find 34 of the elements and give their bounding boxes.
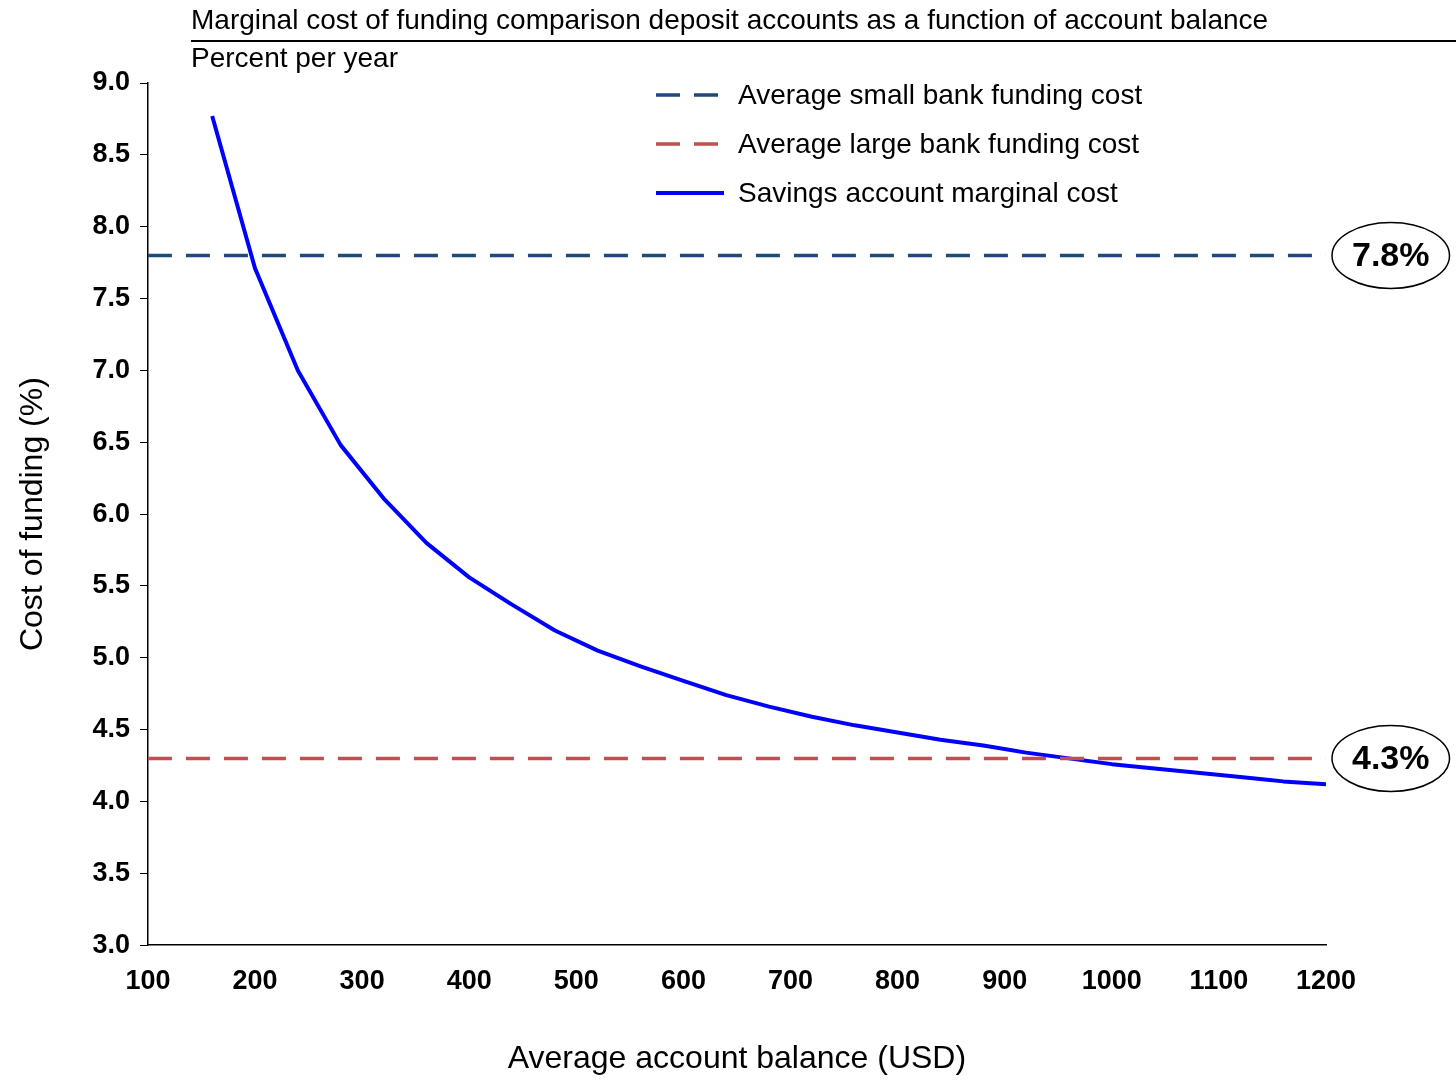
y-tick-label: 7.0 [92,353,130,384]
x-tick-label: 100 [125,964,171,995]
x-axis-title: Average account balance (USD) [507,1038,967,1075]
x-tick-label: 800 [875,964,921,995]
x-tick-label: 500 [553,964,599,995]
chart-title: Marginal cost of funding comparison deposit accounts as a function of account balance [191,4,1269,36]
x-tick-label: 600 [660,964,706,995]
y-tick-label: 3.0 [92,928,130,959]
x-tick-label: 400 [446,964,492,995]
y-tick-label: 5.0 [92,641,130,672]
x-tick-label: 1200 [1295,964,1357,995]
y-tick-label: 8.0 [92,210,130,241]
data-label: 4.3% [1352,737,1430,776]
x-tick-label: 200 [232,964,278,995]
legend-label: Average small bank funding cost [738,78,1143,110]
x-tick-label: 1000 [1081,964,1142,995]
y-tick-label: 8.5 [92,138,130,169]
y-tick-label: 3.5 [92,856,130,887]
data-label: 7.8% [1352,234,1430,273]
y-tick-label: 9.0 [92,66,130,97]
y-tick-label: 4.5 [92,713,130,744]
y-axis-title: Cost of funding (%) [13,377,50,652]
chart-subtitle: Percent per year [191,42,398,74]
y-tick-label: 6.0 [92,497,130,528]
x-tick-label: 300 [339,964,385,995]
legend-label: Savings account marginal cost [738,176,1118,208]
x-tick-label: 700 [767,964,814,995]
x-tick-label: 1100 [1189,964,1249,995]
y-tick-label: 4.0 [92,784,130,815]
y-tick-label: 5.5 [92,569,130,600]
x-tick-label: 900 [982,964,1028,995]
y-tick-label: 6.5 [92,425,130,456]
y-tick-label: 7.5 [92,282,130,312]
legend-label: Average large bank funding cost [738,127,1140,159]
